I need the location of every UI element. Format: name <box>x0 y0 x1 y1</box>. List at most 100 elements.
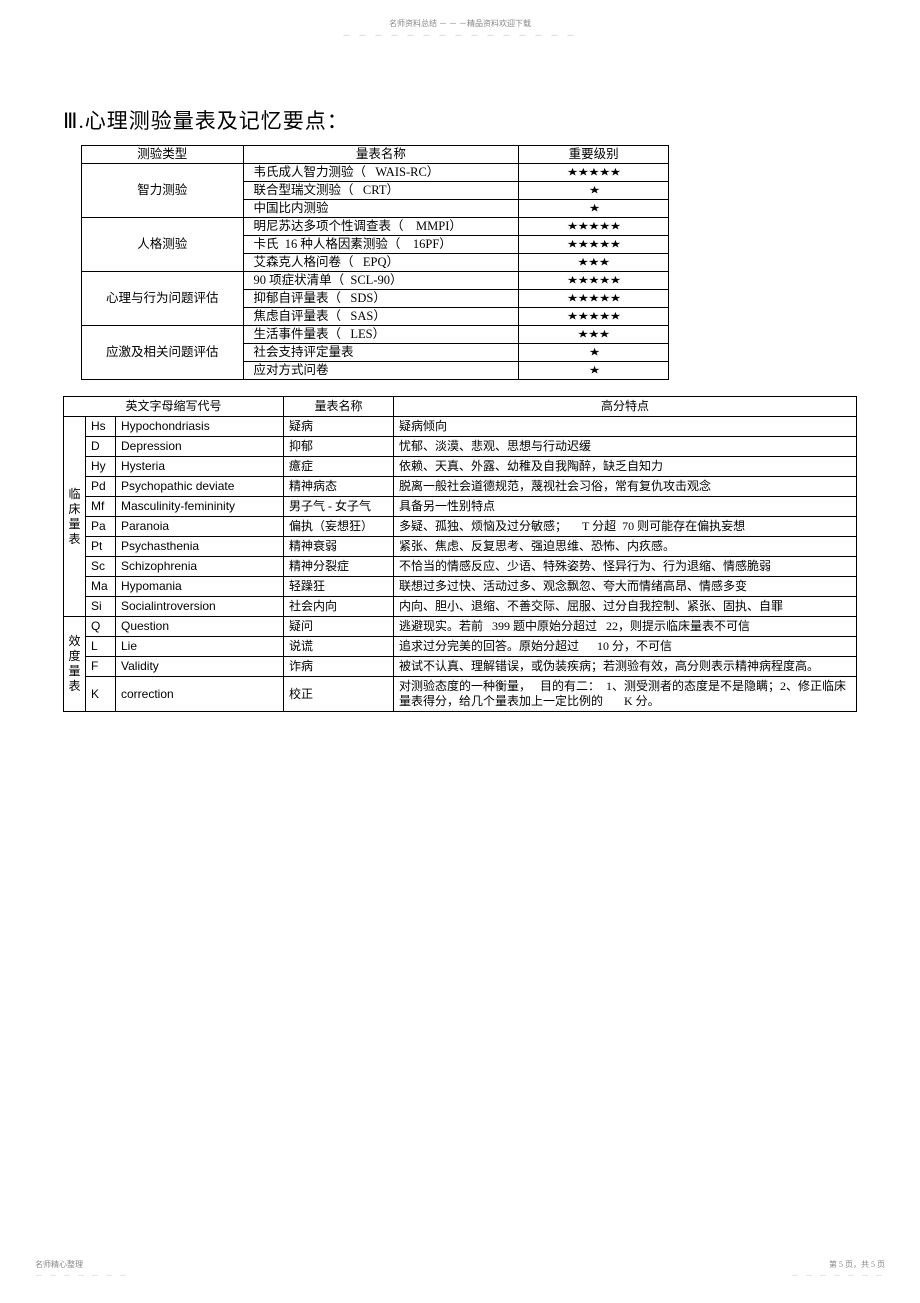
english-cell: Psychopathic deviate <box>116 477 284 497</box>
english-cell: Masculinity-femininity <box>116 497 284 517</box>
table-row: 心理与行为问题评估90 项症状清单（ SCL-90）★★★★★ <box>82 272 669 290</box>
vcategory-cell: 临床量表 <box>64 417 86 617</box>
english-cell: Validity <box>116 657 284 677</box>
table-row: 临床量表HsHypochondriasis疑病疑病倾向 <box>64 417 857 437</box>
t1-header-name: 量表名称 <box>243 146 519 164</box>
cname-cell: 校正 <box>284 677 394 712</box>
scale-name: 焦虑自评量表（ SAS） <box>243 308 519 326</box>
footer-left-text: 名师精心整理 <box>35 1259 129 1270</box>
desc-cell: 脱离一般社会道德规范，蔑视社会习俗，常有复仇攻击观念 <box>394 477 857 497</box>
desc-cell: 忧郁、淡漠、悲观、思想与行动迟缓 <box>394 437 857 457</box>
english-cell: Question <box>116 617 284 637</box>
code-cell: Q <box>86 617 116 637</box>
importance-stars: ★★★★★ <box>519 164 669 182</box>
english-cell: Hypomania <box>116 577 284 597</box>
page-header: 名师资料总结 － － －精品资料欢迎下载 － － － － － － － － － －… <box>0 18 920 41</box>
cname-cell: 抑郁 <box>284 437 394 457</box>
table-row: 智力测验韦氏成人智力测验（ WAIS-RC）★★★★★ <box>82 164 669 182</box>
desc-cell: 依赖、天真、外露、幼稚及自我陶醉，缺乏自知力 <box>394 457 857 477</box>
english-cell: Socialintroversion <box>116 597 284 617</box>
english-cell: Lie <box>116 637 284 657</box>
cname-cell: 社会内向 <box>284 597 394 617</box>
code-cell: Hy <box>86 457 116 477</box>
code-cell: D <box>86 437 116 457</box>
importance-stars: ★ <box>519 344 669 362</box>
importance-stars: ★★★ <box>519 326 669 344</box>
scale-name: 明尼苏达多项个性调查表（ MMPI） <box>243 218 519 236</box>
section-title: Ⅲ.心理测验量表及记忆要点： <box>63 105 857 135</box>
english-cell: Schizophrenia <box>116 557 284 577</box>
importance-stars: ★★★★★ <box>519 308 669 326</box>
t1-header-level: 重要级别 <box>519 146 669 164</box>
table-row: PaParanoia偏执（妄想狂）多疑、孤独、烦恼及过分敏感； T 分超 70 … <box>64 517 857 537</box>
t2-header-desc: 高分特点 <box>394 397 857 417</box>
table-row: MaHypomania轻躁狂联想过多过快、活动过多、观念飘忽、夸大而情绪高昂、情… <box>64 577 857 597</box>
importance-stars: ★ <box>519 200 669 218</box>
table-row: HyHysteria癔症依赖、天真、外露、幼稚及自我陶醉，缺乏自知力 <box>64 457 857 477</box>
table-row: 效度量表QQuestion疑问逃避现实。若前 399 题中原始分超过 22，则提… <box>64 617 857 637</box>
code-cell: Pa <box>86 517 116 537</box>
t2-header-code: 英文字母缩写代号 <box>64 397 284 417</box>
header-underline: － － － － － － － － － － － － － － － <box>0 30 920 41</box>
desc-cell: 多疑、孤独、烦恼及过分敏感； T 分超 70 则可能存在偏执妄想 <box>394 517 857 537</box>
table-row: FValidity诈病被试不认真、理解错误，或伪装疾病；若测验有效，高分则表示精… <box>64 657 857 677</box>
scale-name: 生活事件量表（ LES） <box>243 326 519 344</box>
scale-name: 艾森克人格问卷（ EPQ） <box>243 254 519 272</box>
importance-stars: ★★★★★ <box>519 218 669 236</box>
english-cell: Hysteria <box>116 457 284 477</box>
t1-header-type: 测验类型 <box>82 146 244 164</box>
desc-cell: 具备另一性别特点 <box>394 497 857 517</box>
table-row: SiSocialintroversion社会内向内向、胆小、退缩、不善交际、屈服… <box>64 597 857 617</box>
english-cell: Psychasthenia <box>116 537 284 557</box>
table-row: LLie说谎追求过分完美的回答。原始分超过 10 分，不可信 <box>64 637 857 657</box>
english-cell: Depression <box>116 437 284 457</box>
scale-name: 中国比内测验 <box>243 200 519 218</box>
desc-cell: 内向、胆小、退缩、不善交际、屈服、过分自我控制、紧张、固执、自罪 <box>394 597 857 617</box>
importance-stars: ★★★★★ <box>519 272 669 290</box>
cname-cell: 偏执（妄想狂） <box>284 517 394 537</box>
desc-cell: 对测验态度的一种衡量， 目的有二： 1、测受测者的态度是不是隐瞒；2、修正临床量… <box>394 677 857 712</box>
importance-stars: ★★★ <box>519 254 669 272</box>
importance-stars: ★★★★★ <box>519 236 669 254</box>
category-cell: 心理与行为问题评估 <box>82 272 244 326</box>
desc-cell: 追求过分完美的回答。原始分超过 10 分，不可信 <box>394 637 857 657</box>
importance-stars: ★ <box>519 182 669 200</box>
desc-cell: 不恰当的情感反应、少语、特殊姿势、怪异行为、行为退缩、情感脆弱 <box>394 557 857 577</box>
scale-name: 卡氏 16 种人格因素测验（ 16PF） <box>243 236 519 254</box>
main-content: Ⅲ.心理测验量表及记忆要点： 测验类型 量表名称 重要级别 智力测验韦氏成人智力… <box>63 105 857 712</box>
table-row: Kcorrection校正对测验态度的一种衡量， 目的有二： 1、测受测者的态度… <box>64 677 857 712</box>
english-cell: Hypochondriasis <box>116 417 284 437</box>
code-cell: Mf <box>86 497 116 517</box>
cname-cell: 疑问 <box>284 617 394 637</box>
importance-stars: ★★★★★ <box>519 290 669 308</box>
scale-name: 社会支持评定量表 <box>243 344 519 362</box>
table-scales: 测验类型 量表名称 重要级别 智力测验韦氏成人智力测验（ WAIS-RC）★★★… <box>81 145 669 380</box>
desc-cell: 逃避现实。若前 399 题中原始分超过 22，则提示临床量表不可信 <box>394 617 857 637</box>
desc-cell: 紧张、焦虑、反复思考、强迫思维、恐怖、内疚感。 <box>394 537 857 557</box>
table-row: PtPsychasthenia精神衰弱紧张、焦虑、反复思考、强迫思维、恐怖、内疚… <box>64 537 857 557</box>
table-row: ScSchizophrenia精神分裂症不恰当的情感反应、少语、特殊姿势、怪异行… <box>64 557 857 577</box>
importance-stars: ★ <box>519 362 669 380</box>
cname-cell: 精神分裂症 <box>284 557 394 577</box>
code-cell: L <box>86 637 116 657</box>
english-cell: correction <box>116 677 284 712</box>
scale-name: 90 项症状清单（ SCL-90） <box>243 272 519 290</box>
code-cell: F <box>86 657 116 677</box>
desc-cell: 联想过多过快、活动过多、观念飘忽、夸大而情绪高昂、情感多变 <box>394 577 857 597</box>
cname-cell: 男子气 - 女子气 <box>284 497 394 517</box>
code-cell: Ma <box>86 577 116 597</box>
table-row: 应激及相关问题评估生活事件量表（ LES）★★★ <box>82 326 669 344</box>
vcategory-cell: 效度量表 <box>64 617 86 712</box>
cname-cell: 轻躁狂 <box>284 577 394 597</box>
footer-left-dash: － － － － － － － <box>35 1270 129 1281</box>
code-cell: Si <box>86 597 116 617</box>
footer-left: 名师精心整理 － － － － － － － <box>35 1259 129 1281</box>
code-cell: Pt <box>86 537 116 557</box>
code-cell: Hs <box>86 417 116 437</box>
footer-right-dash: － － － － － － － <box>791 1270 885 1281</box>
cname-cell: 癔症 <box>284 457 394 477</box>
english-cell: Paranoia <box>116 517 284 537</box>
scale-name: 应对方式问卷 <box>243 362 519 380</box>
code-cell: Sc <box>86 557 116 577</box>
code-cell: Pd <box>86 477 116 497</box>
